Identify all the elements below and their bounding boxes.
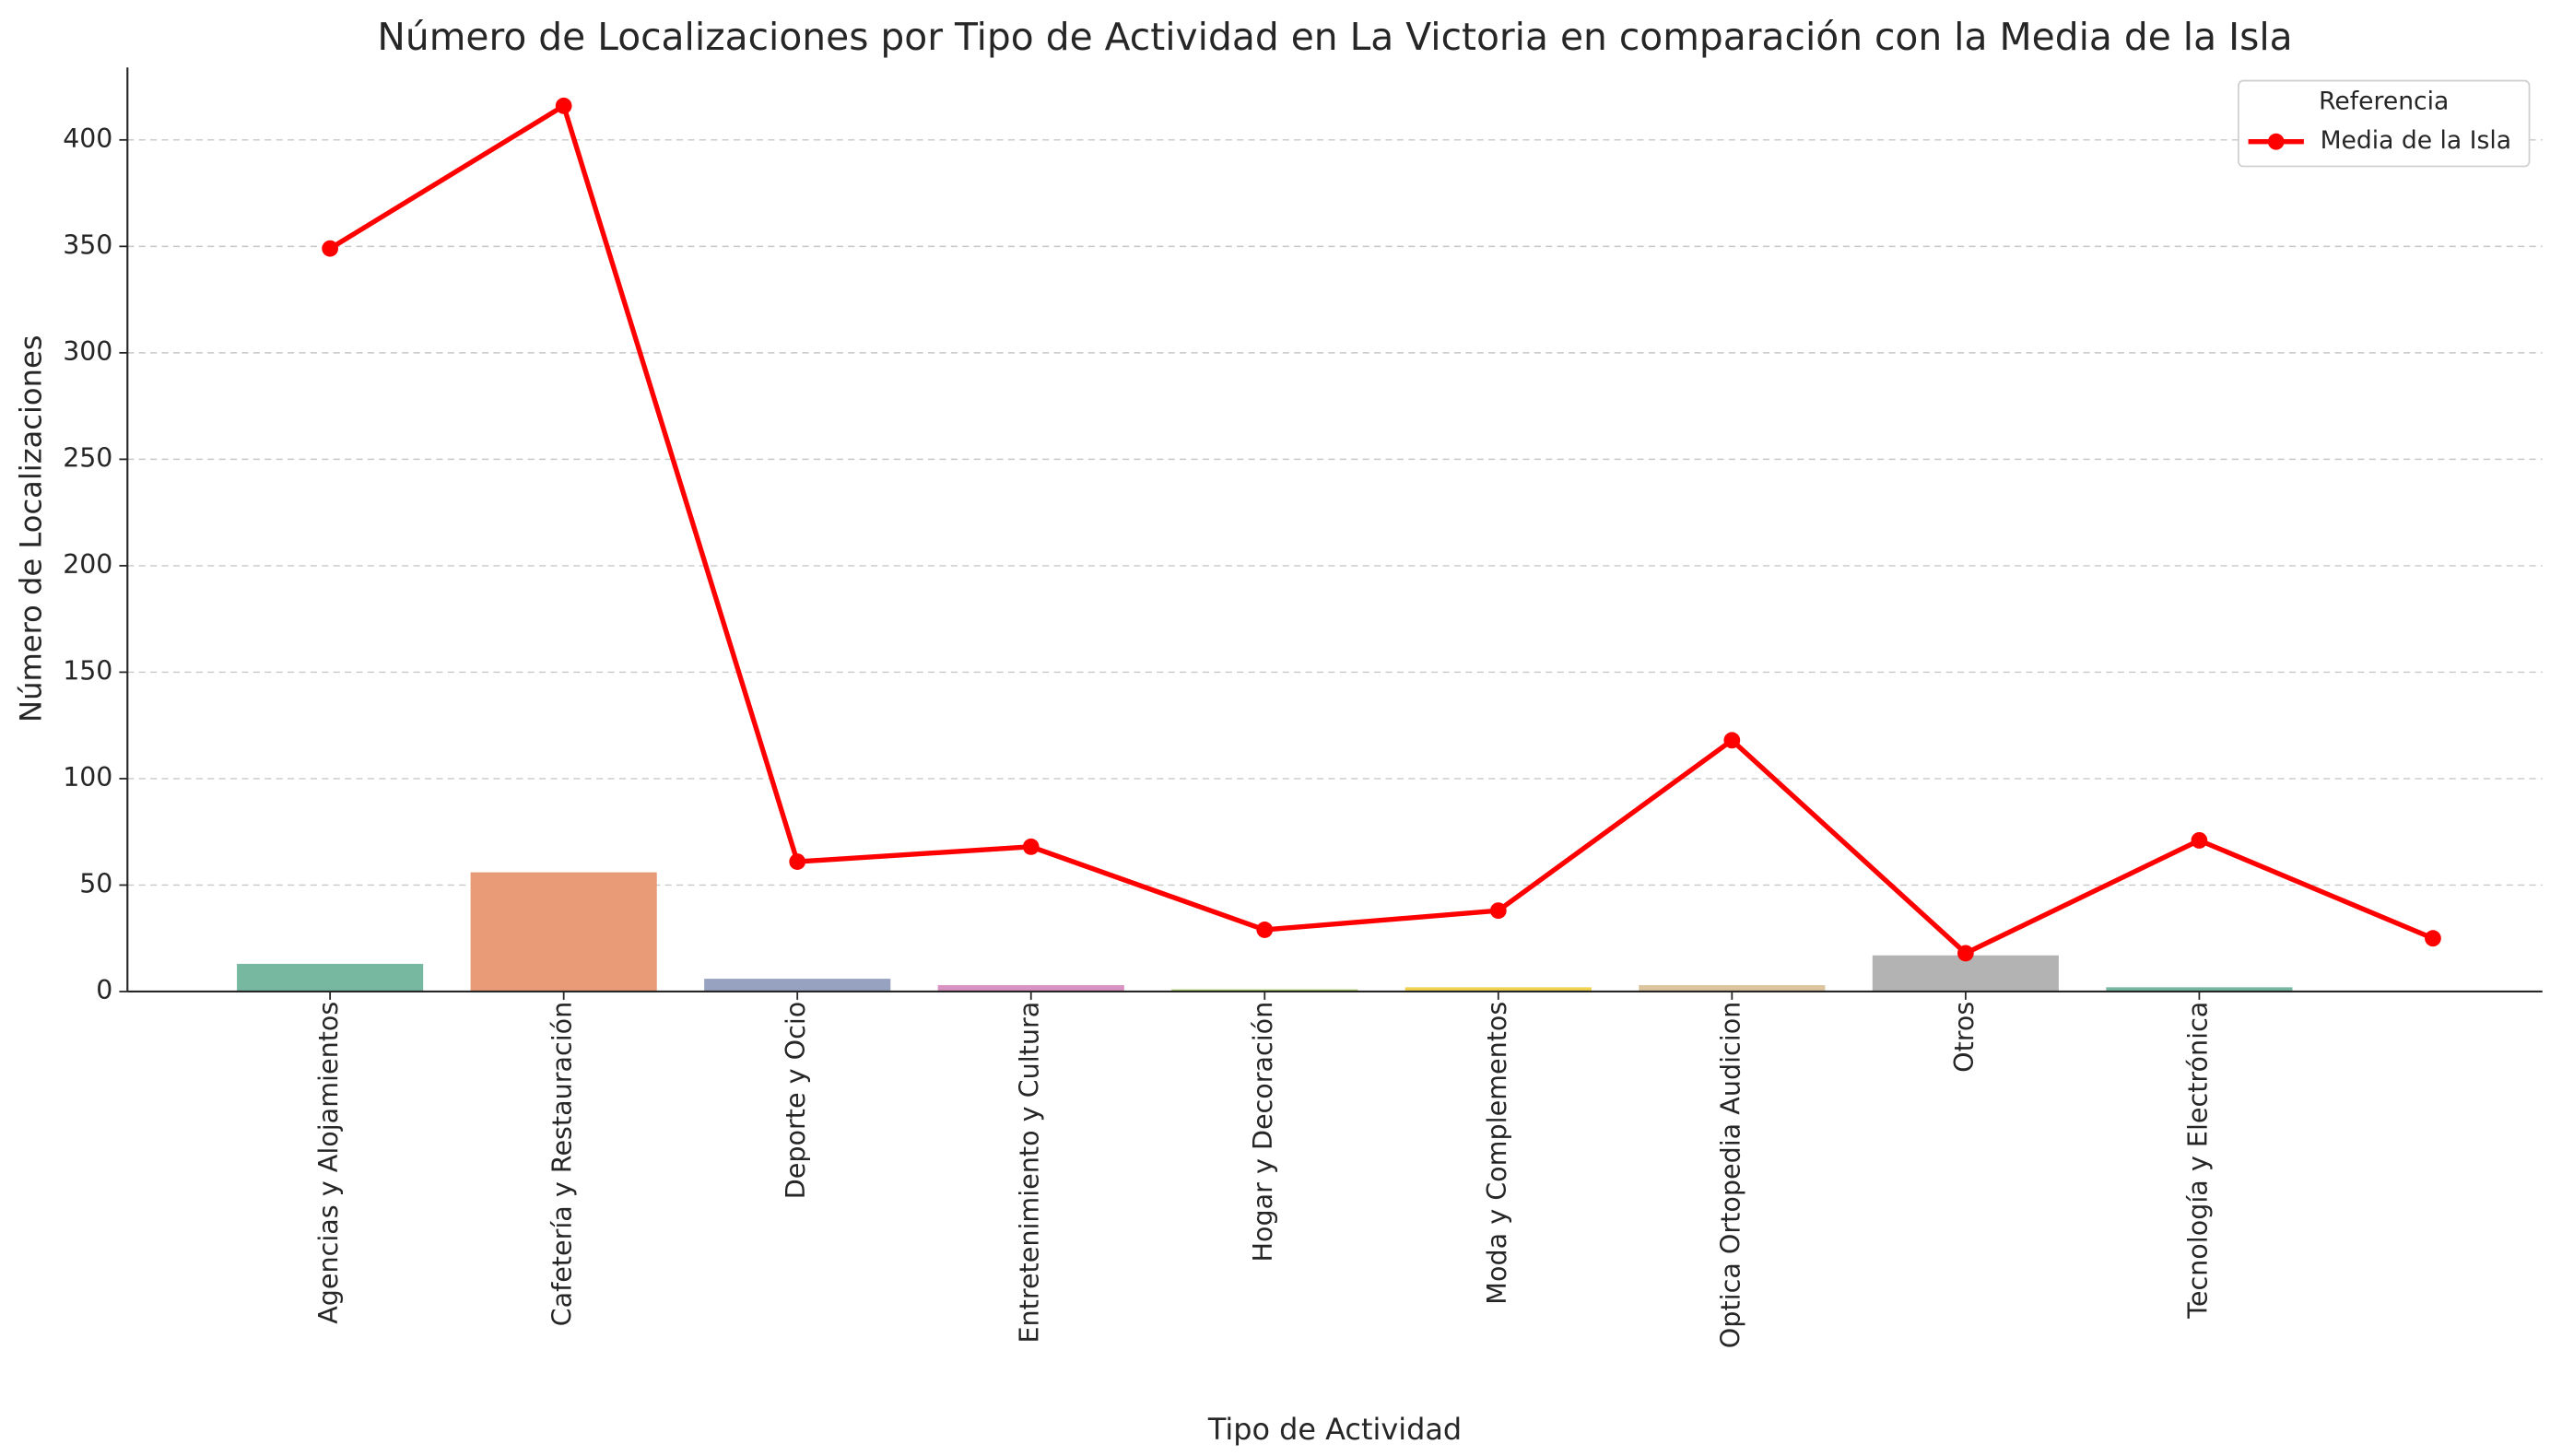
line-point (322, 240, 339, 257)
line-point (1256, 922, 1274, 938)
y-axis-label: Número de Localizaciones (14, 335, 49, 722)
x-tick-label: Moda y Complementos (1482, 1002, 1512, 1305)
x-tick-label: Deporte y Ocio (781, 1002, 811, 1200)
bar (237, 963, 424, 992)
x-tick-label: Agencias y Alojamientos (313, 1002, 344, 1324)
bar (937, 985, 1124, 992)
line-point (1022, 838, 1040, 855)
x-tick-label: Cafetería y Restauración (547, 1002, 578, 1327)
x-tick-label: Otros (1949, 1002, 1980, 1073)
line-point (1957, 945, 1974, 962)
chart-title: Número de Localizaciones por Tipo de Act… (377, 15, 2292, 59)
y-tick-label: 400 (63, 123, 112, 154)
bar (1639, 985, 1826, 992)
bar (1404, 987, 1592, 992)
line-series (328, 101, 2434, 957)
legend: Referencia Media de la Isla (2238, 79, 2531, 168)
y-tick-label: 100 (63, 762, 112, 793)
legend-label: Media de la Isla (2321, 126, 2511, 155)
line-point (1489, 902, 1507, 920)
legend-marker (2267, 133, 2285, 150)
x-tick-label: Tecnología y Electrónica (2182, 1002, 2213, 1320)
legend-box (2238, 79, 2531, 168)
bar (2106, 987, 2293, 992)
bar (470, 872, 657, 992)
line-point (555, 97, 572, 114)
legend-title: Referencia (2319, 87, 2449, 115)
x-tick-label: Entretenimiento y Cultura (1015, 1002, 1045, 1344)
y-tick-label: 250 (63, 442, 112, 473)
y-tick-label: 200 (63, 549, 112, 580)
line-point (789, 853, 806, 870)
x-axis-label: Tipo de Actividad (1207, 1412, 1462, 1447)
y-tick-label: 350 (63, 229, 112, 260)
y-tick-label: 150 (63, 655, 112, 686)
x-tick-label: Hogar y Decoración (1248, 1002, 1278, 1262)
y-tick-label: 300 (63, 336, 112, 367)
line-point (2191, 832, 2208, 849)
line-point (1723, 732, 1741, 749)
line-point (2425, 930, 2441, 947)
x-tick-label: Optica Ortopedia Audicion (1715, 1002, 1745, 1348)
bar (704, 979, 891, 992)
y-tick-label: 50 (79, 868, 112, 898)
bar (1171, 989, 1358, 992)
y-tick-label: 0 (96, 975, 112, 1005)
